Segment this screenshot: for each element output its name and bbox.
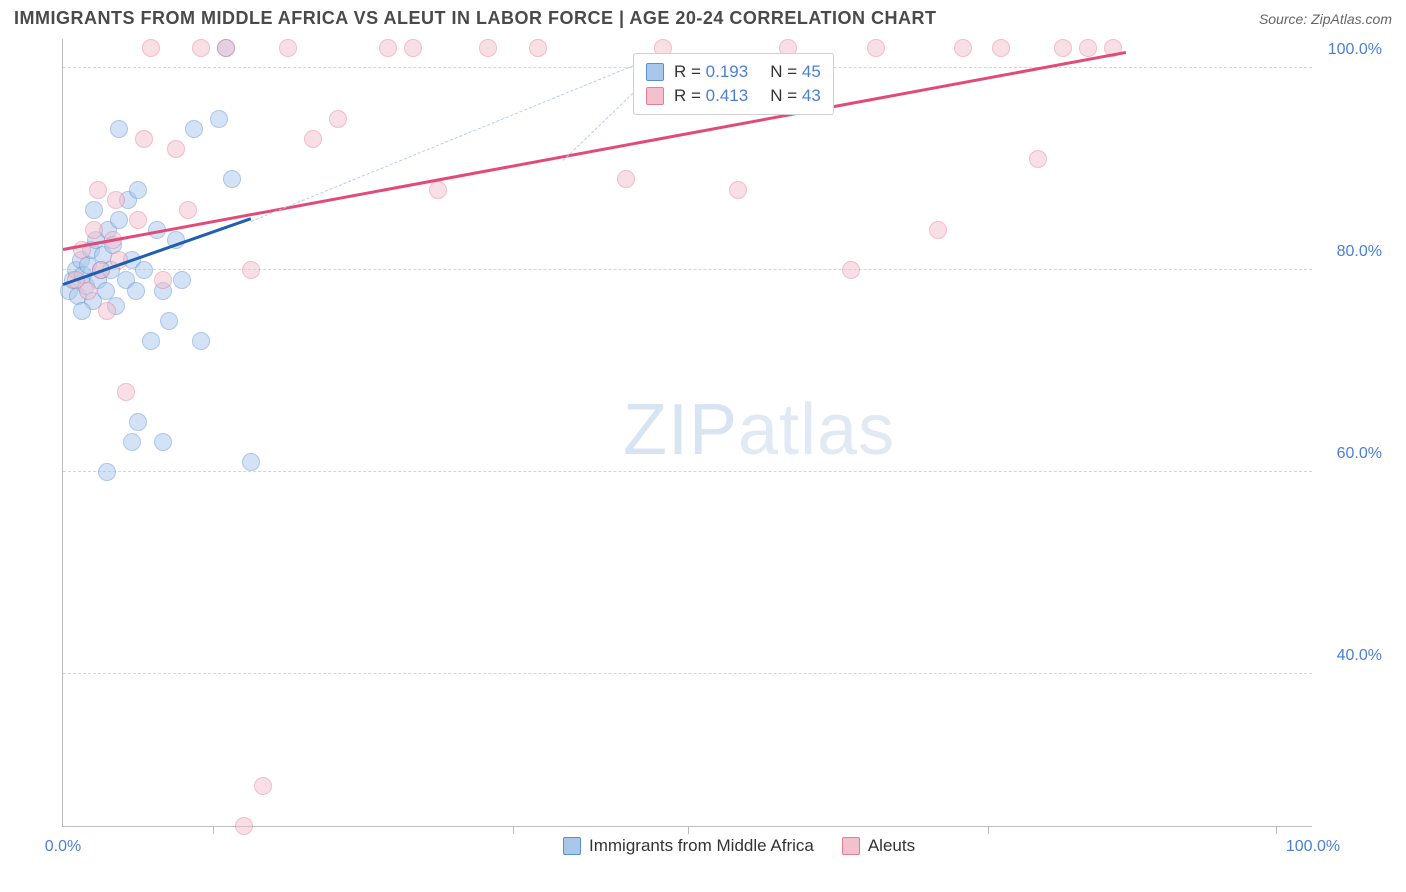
data-point	[1029, 150, 1047, 168]
correlation-legend: R = 0.193 N = 45 R = 0.413 N = 43	[633, 53, 834, 115]
data-point	[98, 302, 116, 320]
data-point	[73, 302, 91, 320]
data-point	[304, 130, 322, 148]
data-point	[379, 39, 397, 57]
data-point	[217, 39, 235, 57]
data-point	[129, 181, 147, 199]
gridline-h	[63, 673, 1312, 674]
data-point	[142, 332, 160, 350]
data-point	[142, 39, 160, 57]
data-point	[110, 120, 128, 138]
data-point	[842, 261, 860, 279]
legend-swatch	[646, 87, 664, 105]
data-point	[154, 271, 172, 289]
data-point	[107, 191, 125, 209]
data-point	[185, 120, 203, 138]
plot-area: 40.0%60.0%80.0%100.0%0.0%100.0%ZIPatlasR…	[62, 39, 1312, 827]
data-point	[223, 170, 241, 188]
data-point	[529, 39, 547, 57]
legend-swatch	[646, 63, 664, 81]
data-point	[89, 181, 107, 199]
data-point	[242, 453, 260, 471]
legend-row: R = 0.193 N = 45	[646, 60, 821, 84]
legend-series-name: Aleuts	[868, 836, 915, 856]
data-point	[117, 383, 135, 401]
data-point	[242, 261, 260, 279]
data-point	[79, 282, 97, 300]
data-point	[954, 39, 972, 57]
data-point	[404, 39, 422, 57]
data-point	[210, 110, 228, 128]
data-point	[1079, 39, 1097, 57]
data-point	[129, 211, 147, 229]
chart-title: IMMIGRANTS FROM MIDDLE AFRICA VS ALEUT I…	[14, 8, 937, 29]
legend-n-label: N = 45	[770, 62, 821, 82]
legend-r-label: R = 0.193	[674, 62, 748, 82]
legend-n-label: N = 43	[770, 86, 821, 106]
data-point	[254, 777, 272, 795]
data-point	[123, 433, 141, 451]
y-tick-label: 100.0%	[1322, 41, 1382, 59]
data-point	[110, 211, 128, 229]
legend-r-label: R = 0.413	[674, 86, 748, 106]
data-point	[329, 110, 347, 128]
source-attribution: Source: ZipAtlas.com	[1259, 11, 1392, 27]
y-tick-label: 60.0%	[1322, 445, 1382, 463]
data-point	[127, 282, 145, 300]
legend-swatch	[563, 837, 581, 855]
x-tick-mark	[513, 826, 514, 834]
x-tick-mark	[1276, 826, 1277, 834]
data-point	[1054, 39, 1072, 57]
data-point	[992, 39, 1010, 57]
data-point	[429, 181, 447, 199]
data-point	[85, 201, 103, 219]
legend-row: R = 0.413 N = 43	[646, 84, 821, 108]
data-point	[135, 261, 153, 279]
data-point	[173, 271, 191, 289]
y-tick-label: 80.0%	[1322, 243, 1382, 261]
series-legend: Immigrants from Middle Africa Aleuts	[563, 836, 915, 856]
data-point	[235, 817, 253, 835]
x-tick-mark	[988, 826, 989, 834]
legend-series-name: Immigrants from Middle Africa	[589, 836, 814, 856]
data-point	[192, 332, 210, 350]
legend-item: Immigrants from Middle Africa	[563, 836, 814, 856]
data-point	[98, 463, 116, 481]
data-point	[279, 39, 297, 57]
data-point	[160, 312, 178, 330]
data-point	[479, 39, 497, 57]
watermark: ZIPatlas	[623, 389, 895, 471]
data-point	[167, 140, 185, 158]
data-point	[154, 433, 172, 451]
x-tick-label-max: 100.0%	[1286, 838, 1340, 856]
data-point	[867, 39, 885, 57]
data-point	[85, 221, 103, 239]
data-point	[192, 39, 210, 57]
data-point	[617, 170, 635, 188]
data-point	[129, 413, 147, 431]
x-tick-mark	[688, 826, 689, 834]
data-point	[929, 221, 947, 239]
gridline-h	[63, 471, 1312, 472]
data-point	[729, 181, 747, 199]
data-point	[179, 201, 197, 219]
data-point	[135, 130, 153, 148]
y-tick-label: 40.0%	[1322, 647, 1382, 665]
x-tick-label-min: 0.0%	[45, 838, 81, 856]
legend-item: Aleuts	[842, 836, 915, 856]
x-tick-mark	[213, 826, 214, 834]
legend-swatch	[842, 837, 860, 855]
